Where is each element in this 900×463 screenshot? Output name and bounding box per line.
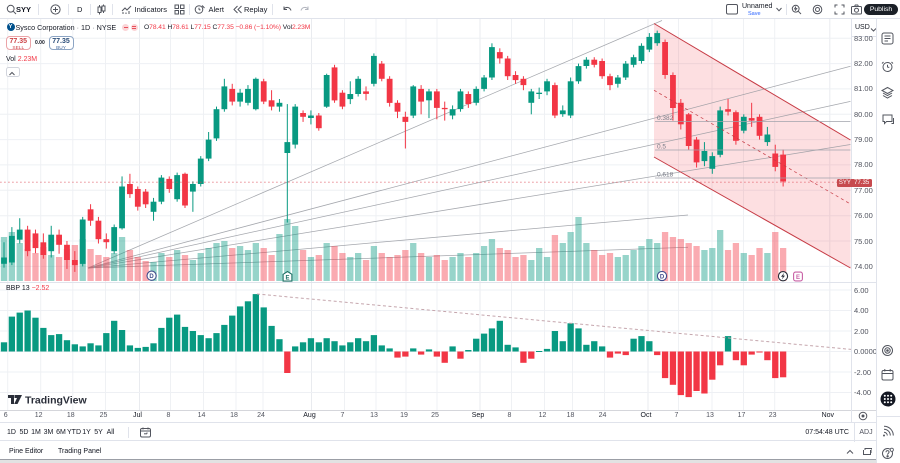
svg-text:E: E [285, 275, 289, 281]
svg-text:E: E [796, 275, 800, 281]
svg-text:0.618: 0.618 [657, 172, 674, 179]
svg-text:0.382: 0.382 [657, 115, 674, 122]
svg-text:0.5: 0.5 [657, 144, 666, 151]
svg-text:D: D [149, 274, 154, 280]
svg-text:D: D [660, 274, 665, 280]
svg-text:TradingView: TradingView [25, 394, 87, 406]
